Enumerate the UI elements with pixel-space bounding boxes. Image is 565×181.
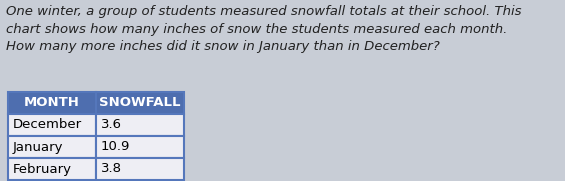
Bar [96, 114, 184, 136]
Text: 3.8: 3.8 [101, 163, 122, 176]
Bar [96, 158, 184, 180]
Text: One winter, a group of students measured snowfall totals at their school. This
c: One winter, a group of students measured… [6, 5, 521, 53]
Text: 10.9: 10.9 [101, 140, 131, 153]
Text: MONTH: MONTH [24, 96, 80, 110]
Text: December: December [13, 119, 82, 132]
Text: 3.6: 3.6 [101, 119, 122, 132]
Bar [8, 136, 96, 158]
Text: SNOWFALL: SNOWFALL [99, 96, 181, 110]
Bar [96, 136, 184, 158]
Bar [96, 92, 184, 114]
Text: January: January [13, 140, 63, 153]
Bar [8, 114, 96, 136]
Text: February: February [13, 163, 72, 176]
Bar [8, 92, 96, 114]
Bar [8, 158, 96, 180]
